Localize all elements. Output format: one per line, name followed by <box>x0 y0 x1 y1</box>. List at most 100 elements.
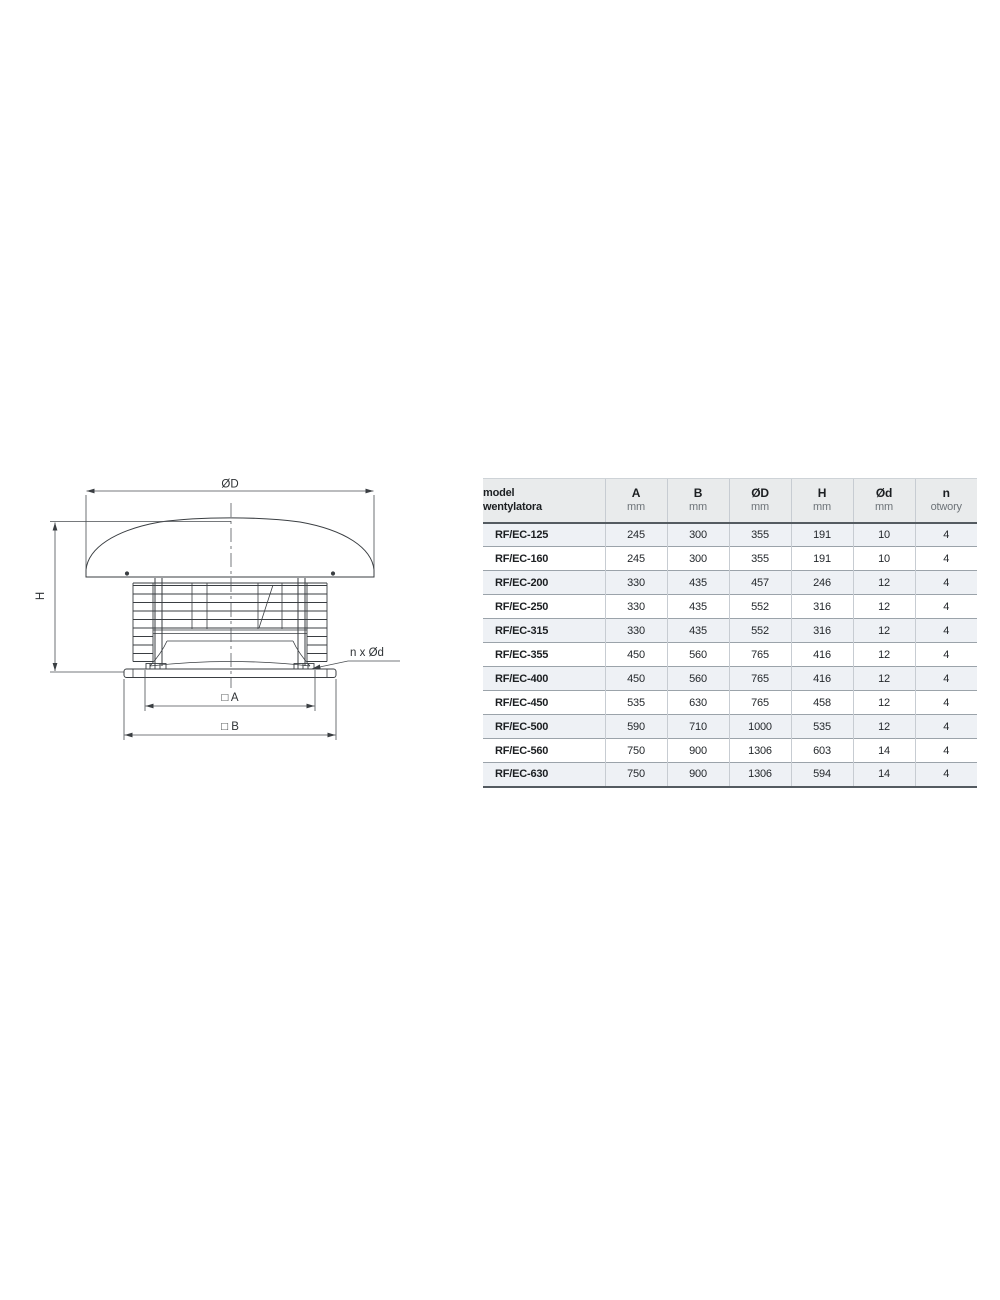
value-a: 245 <box>604 522 667 547</box>
value-a: 245 <box>604 546 667 571</box>
value-h: 316 <box>790 594 853 619</box>
value-b: 560 <box>666 642 729 667</box>
value-h: 416 <box>790 642 853 667</box>
a-extension-lines <box>144 670 316 711</box>
value-h: 316 <box>790 618 853 643</box>
col-header-a: A mm <box>604 478 667 524</box>
spec-row: RF/EC-355 450 560 765 416 12 4 <box>483 642 977 667</box>
model-name: RF/EC-500 <box>483 714 605 739</box>
value-d: 14 <box>852 762 915 788</box>
value-d: 12 <box>852 690 915 715</box>
value-a: 590 <box>604 714 667 739</box>
value-d: 12 <box>852 714 915 739</box>
value-n: 4 <box>914 570 977 595</box>
label-h: H <box>35 592 47 600</box>
spec-row: RF/EC-500 590 710 1000 535 12 4 <box>483 714 977 739</box>
motor-shelf <box>153 629 307 642</box>
value-d: 14 <box>852 738 915 763</box>
value-b: 900 <box>666 738 729 763</box>
value-d: 12 <box>852 666 915 691</box>
value-n: 4 <box>914 546 977 571</box>
value-d: 10 <box>852 522 915 547</box>
col-header-n: n otwory <box>914 478 977 524</box>
model-name: RF/EC-125 <box>495 528 549 541</box>
col-header-h: H mm <box>790 478 853 524</box>
model-name: RF/EC-315 <box>483 618 605 643</box>
fan-dimension-drawing: ØD H □ A □ B n x Ød <box>35 479 400 740</box>
value-h: 191 <box>790 522 853 547</box>
od-extension-lines <box>85 495 375 570</box>
value-b: 435 <box>666 618 729 643</box>
value-h: 191 <box>790 546 853 571</box>
value-b: 900 <box>666 762 729 788</box>
col-header-b: B mm <box>666 478 729 524</box>
louver-lines <box>133 585 327 629</box>
model-name: RF/EC-630 <box>483 762 605 788</box>
value-d: 10 <box>852 546 915 571</box>
fan-blade-edge <box>258 584 274 629</box>
spec-row: RF/EC-400 450 560 765 416 12 4 <box>483 666 977 691</box>
spec-row: RF/EC-200 330 435 457 246 12 4 <box>483 570 977 595</box>
value-h: 603 <box>790 738 853 763</box>
value-h: 246 <box>790 570 853 595</box>
value-b: 710 <box>666 714 729 739</box>
louver-band <box>132 582 328 662</box>
value-b: 560 <box>666 666 729 691</box>
label-a: □ A <box>221 692 239 704</box>
value-d: 12 <box>852 642 915 667</box>
model-name: RF/EC-400 <box>483 666 605 691</box>
value-od: 355 <box>728 522 791 547</box>
value-od: 765 <box>728 666 791 691</box>
value-n: 4 <box>914 690 977 715</box>
value-a: 750 <box>604 738 667 763</box>
value-h: 535 <box>790 714 853 739</box>
spec-row: RF/EC-630 750 900 1306 594 14 4 <box>483 762 977 788</box>
value-od: 552 <box>728 594 791 619</box>
fan-cap <box>85 517 375 578</box>
spec-row: RF/EC-125 245 300 355 191 10 4 <box>483 522 977 547</box>
value-a: 330 <box>604 594 667 619</box>
value-b: 300 <box>666 522 729 547</box>
cap-bolt-right <box>330 571 336 576</box>
value-h: 594 <box>790 762 853 788</box>
value-n: 4 <box>914 738 977 763</box>
label-od: ØD <box>221 479 238 491</box>
col-header-d: Ød mm <box>852 478 915 524</box>
cap-bolt-left <box>124 571 130 576</box>
louver-side-lines <box>133 636 327 654</box>
value-n: 4 <box>914 714 977 739</box>
spec-table: model wentylatora A mm B mm ØD mm H mm <box>483 478 977 788</box>
value-a: 750 <box>604 762 667 788</box>
value-a: 330 <box>604 618 667 643</box>
value-od: 765 <box>728 642 791 667</box>
base-plate <box>123 668 337 678</box>
model-name: RF/EC-200 <box>483 570 605 595</box>
col-header-model-line1: model <box>483 487 515 500</box>
value-d: 12 <box>852 594 915 619</box>
value-od: 1000 <box>728 714 791 739</box>
value-n: 4 <box>914 594 977 619</box>
model-name: RF/EC-355 <box>483 642 605 667</box>
dimension-labels: ØD H □ A □ B n x Ød <box>35 479 384 734</box>
value-od: 552 <box>728 618 791 643</box>
bell-mouth <box>149 640 311 667</box>
value-od: 1306 <box>728 762 791 788</box>
value-b: 630 <box>666 690 729 715</box>
value-d: 12 <box>852 570 915 595</box>
col-header-model: model wentylatora <box>483 478 605 524</box>
value-h: 416 <box>790 666 853 691</box>
value-n: 4 <box>914 666 977 691</box>
value-n: 4 <box>914 642 977 667</box>
value-b: 435 <box>666 594 729 619</box>
value-b: 435 <box>666 570 729 595</box>
label-b: □ B <box>221 721 239 733</box>
col-header-model-line2: wentylatora <box>483 501 542 514</box>
value-a: 450 <box>604 666 667 691</box>
value-a: 535 <box>604 690 667 715</box>
model-name: RF/EC-450 <box>483 690 605 715</box>
spec-table-header-row: model wentylatora A mm B mm ØD mm H mm <box>483 478 977 524</box>
value-od: 765 <box>728 690 791 715</box>
spec-row: RF/EC-315 330 435 552 316 12 4 <box>483 618 977 643</box>
label-holes: n x Ød <box>350 647 384 659</box>
